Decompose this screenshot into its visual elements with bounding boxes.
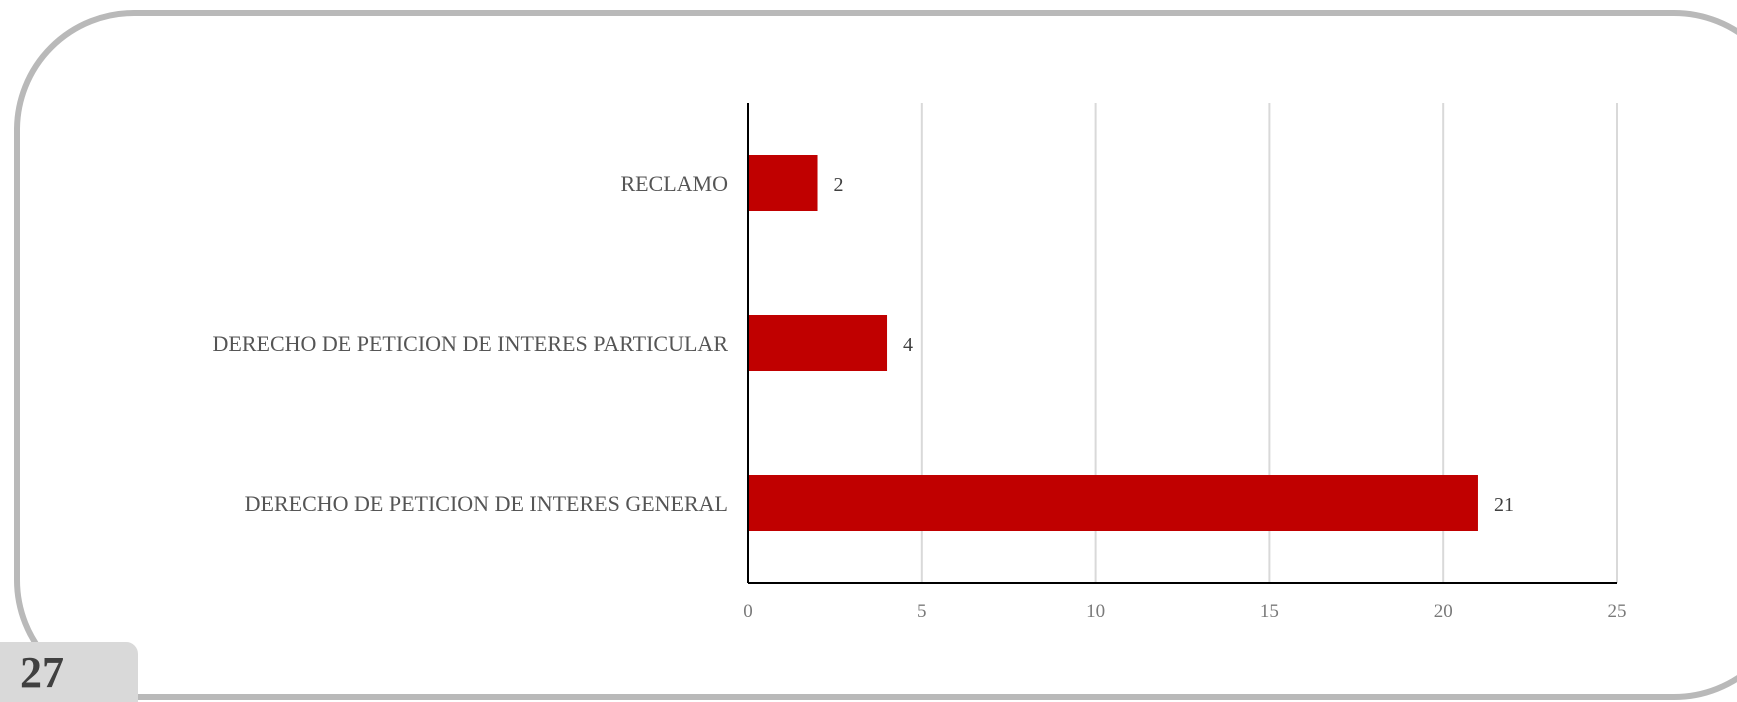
category-label: DERECHO DE PETICION DE INTERES PARTICULA… — [213, 331, 729, 356]
bars — [748, 155, 1478, 531]
bar — [748, 155, 818, 211]
page-number: 27 — [0, 642, 138, 702]
x-tick-label: 25 — [1608, 601, 1627, 622]
category-label: DERECHO DE PETICION DE INTERES GENERAL — [245, 491, 728, 516]
data-label: 4 — [903, 334, 913, 356]
data-label: 2 — [834, 174, 844, 196]
data-label: 21 — [1494, 494, 1514, 516]
x-tick-label: 10 — [1086, 601, 1105, 622]
bar — [748, 315, 888, 371]
category-label: RECLAMO — [620, 171, 728, 196]
x-tick-label: 0 — [743, 601, 753, 622]
x-tick-label: 15 — [1260, 601, 1279, 622]
bar — [748, 475, 1478, 531]
axes — [747, 103, 1617, 584]
labels: 0 5 10 15 20 25 RECLAMO 2 DERECHO DE PETICION DE… — [213, 171, 1627, 622]
x-tick-label: 5 — [917, 601, 927, 622]
x-tick-label: 20 — [1434, 601, 1453, 622]
